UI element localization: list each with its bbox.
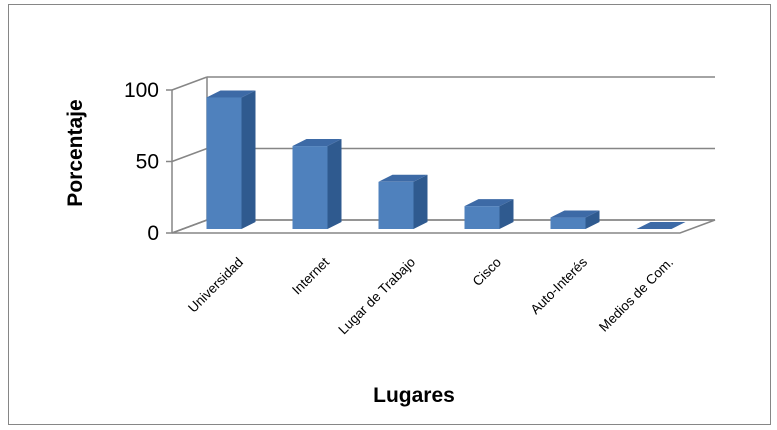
x-tick-label: Universidad — [185, 255, 246, 316]
bar-top — [292, 139, 342, 147]
bar-side — [327, 139, 342, 229]
x-axis-title: Lugares — [373, 384, 455, 407]
bar — [636, 222, 686, 229]
bar-side — [499, 199, 514, 229]
x-tick-label: Lugar de Trabajo — [335, 255, 418, 338]
y-tick-label: 50 — [136, 151, 159, 174]
bar-top — [550, 210, 600, 218]
gridline-side — [171, 76, 208, 91]
y-tick-label: 0 — [147, 222, 159, 245]
bar-front — [550, 217, 586, 229]
chart-floor — [171, 219, 716, 234]
x-tick-label: Auto-Interés — [528, 254, 591, 317]
bar-top — [206, 90, 256, 98]
bar-layer — [206, 90, 686, 229]
bar-front — [206, 97, 242, 229]
bar-front — [378, 181, 414, 229]
bar-top — [378, 174, 428, 182]
bar-front — [292, 146, 328, 229]
x-tick-label: Medios de Com. — [596, 255, 676, 335]
bar-front — [464, 206, 500, 229]
bar-side — [413, 174, 428, 229]
x-tick-label: Internet — [289, 254, 332, 297]
bar-top — [464, 199, 514, 207]
x-tick-label: Cisco — [470, 255, 504, 289]
bar — [378, 174, 428, 229]
bar-side — [585, 210, 600, 229]
bar-top — [636, 222, 686, 229]
bar — [464, 199, 514, 229]
bar — [292, 139, 342, 229]
bar — [206, 90, 256, 229]
y-tick-layer: 0 50 100 — [124, 79, 159, 245]
x-tick-layer: Universidad Internet Lugar de Trabajo Cisco… — [185, 254, 676, 337]
y-tick-label: 100 — [124, 79, 159, 102]
y-axis-title: Porcentaje — [64, 99, 87, 206]
bar-side — [241, 90, 256, 229]
gridline-side — [171, 147, 208, 163]
bar — [550, 210, 600, 229]
